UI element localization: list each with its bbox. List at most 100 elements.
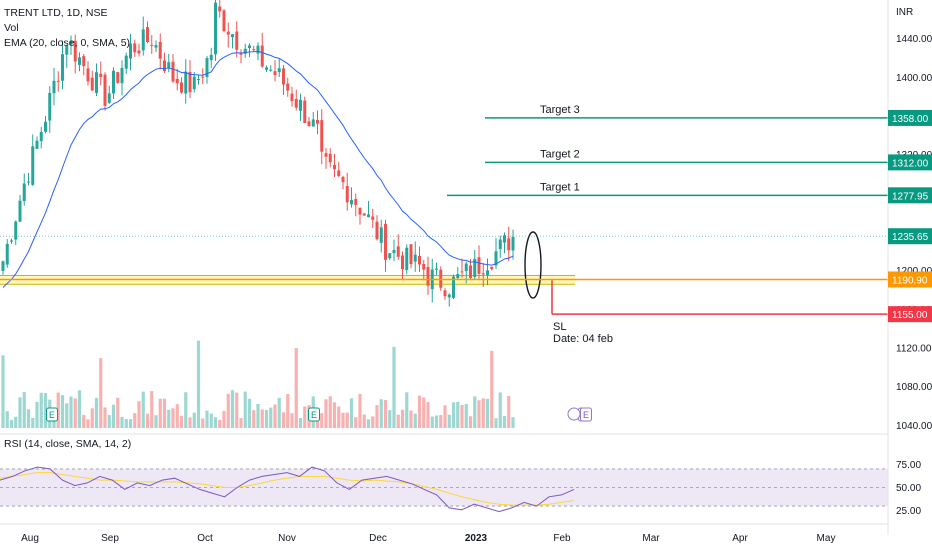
volume-bar (349, 398, 354, 428)
candle-body (18, 200, 22, 222)
volume-bar (375, 405, 379, 428)
ema-label[interactable]: EMA (20, close, 0, SMA, 5) (4, 37, 131, 49)
candle-body (409, 244, 413, 265)
volume-bar (252, 410, 256, 428)
candle-body (311, 119, 315, 127)
volume-bar (260, 409, 264, 428)
level-label-sl: SL (553, 321, 566, 333)
volume-bar (400, 409, 405, 428)
candle-body (328, 153, 332, 163)
volume-bar (473, 396, 477, 428)
candle-body (146, 27, 149, 43)
volume-bar (388, 410, 392, 428)
candle-body (192, 76, 196, 90)
candle-body (290, 93, 294, 102)
candle-body (358, 207, 362, 215)
volume-bar (315, 417, 320, 428)
candle-body (307, 121, 311, 127)
candle-body (231, 34, 234, 38)
volume-bar (456, 401, 460, 428)
volume-bar (341, 412, 345, 428)
candle-body (52, 80, 56, 94)
time-tick-label: Nov (278, 533, 296, 544)
candle-body (486, 270, 489, 276)
candle-body (154, 45, 158, 48)
candle-body (171, 61, 175, 82)
dividend-marker-icon (567, 407, 581, 421)
time-tick-label: Mar (642, 533, 660, 544)
candle-body (209, 54, 213, 61)
level-label-target: Target 3 (540, 104, 580, 116)
level-badge-target (888, 109, 932, 126)
level-badge-target (888, 154, 932, 171)
rsi-tick-label: 50.00 (896, 483, 921, 494)
volume-bar (392, 346, 396, 428)
price-tick-label: 1080.00 (896, 382, 932, 393)
candle-body (418, 255, 421, 265)
symbol-title[interactable]: TRENT LTD, 1D, NSE (4, 7, 108, 19)
volume-bar (439, 415, 443, 428)
volume-bar (222, 410, 226, 428)
level-badge-label: 1190.90 (892, 275, 928, 286)
candle-body (477, 257, 481, 274)
time-tick-label: Oct (197, 533, 213, 544)
price-tick-label: 1400.00 (896, 73, 932, 84)
ema-20-line (2, 50, 514, 288)
volume-bar (256, 404, 260, 428)
volume-bar (273, 404, 277, 428)
candle-body (226, 31, 230, 35)
candle-body (333, 164, 336, 170)
time-tick-label: Aug (21, 533, 39, 544)
volume-bar (82, 414, 86, 428)
currency-label: INR (896, 7, 913, 18)
candle-body (447, 294, 451, 298)
volume-bar (14, 416, 18, 428)
volume-bar (264, 410, 269, 428)
candle-body (86, 68, 90, 82)
candle-body (324, 153, 328, 157)
candle-body (107, 93, 111, 103)
price-axis: INR1440.001400.001360.001320.001280.0012… (0, 0, 932, 535)
volume-bar (269, 407, 273, 428)
candle-body (175, 78, 179, 84)
candle-body (303, 100, 307, 124)
volume-label[interactable]: Vol (4, 22, 19, 34)
volume-bar (451, 402, 456, 428)
volume-bar (447, 414, 451, 428)
volume-bar (281, 412, 286, 428)
candle-body (277, 68, 281, 73)
volume-bar (162, 398, 167, 428)
volume-bar (137, 401, 141, 428)
volume-bar (362, 414, 366, 428)
volume-bar (294, 348, 298, 428)
volume-bar (383, 400, 388, 428)
event-marker-label: E (311, 410, 317, 420)
volume-bar (413, 413, 417, 428)
event-marker-box (580, 407, 592, 422)
candle-body (14, 221, 18, 240)
level-label-target: Target 2 (540, 148, 580, 160)
volume-bar (209, 413, 213, 428)
candle-body (337, 170, 341, 177)
volume-bar (179, 415, 184, 428)
price-tick-label: 1440.00 (896, 34, 932, 45)
candle-body (35, 140, 39, 149)
candle-body (401, 255, 404, 270)
volume-bar (230, 390, 235, 428)
volume-bar (65, 403, 69, 428)
candle-body (384, 223, 387, 260)
candle-body (184, 71, 188, 94)
volume-bar (196, 340, 201, 428)
candle-body (73, 40, 77, 62)
candle-body (5, 243, 9, 265)
rsi-legend[interactable]: RSI (14, close, SMA, 14, 2) (4, 438, 132, 450)
candle-body (341, 176, 345, 183)
volume-bar (226, 393, 230, 428)
candle-body (188, 71, 192, 93)
volume-bar (354, 417, 358, 428)
candle-body (460, 271, 464, 273)
candle-body (214, 2, 217, 55)
candle-body (439, 269, 443, 288)
